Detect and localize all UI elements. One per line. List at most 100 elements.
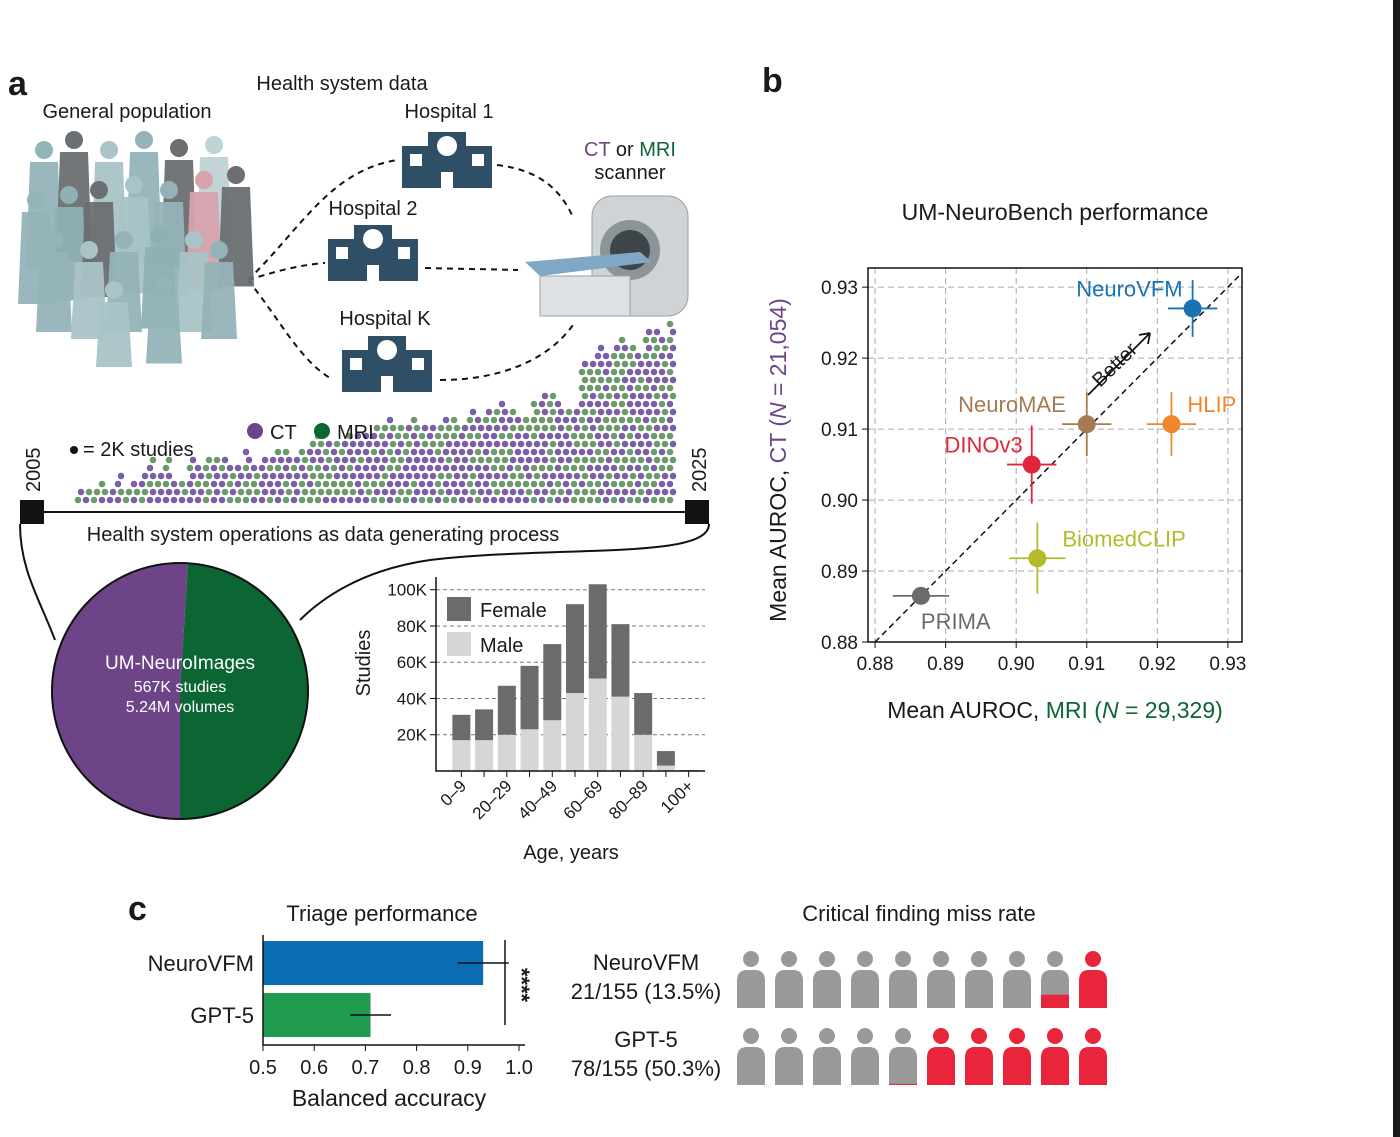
study-dot: [181, 488, 189, 496]
study-dot: [581, 392, 589, 400]
study-dot: [410, 496, 418, 504]
study-dot: [637, 360, 645, 368]
point-label: BiomedCLIP: [1062, 526, 1186, 551]
y-axis-label: Mean AUROC, CT (N = 21,054): [765, 298, 791, 622]
study-dot: [522, 464, 530, 472]
study-dot: [234, 464, 242, 472]
study-dot: [629, 488, 637, 496]
study-dot: [637, 376, 645, 384]
study-dot: [242, 464, 250, 472]
study-dot: [613, 424, 621, 432]
study-dot: [653, 344, 661, 352]
study-dot: [261, 456, 269, 464]
study-dot: [277, 488, 285, 496]
study-dot: [613, 440, 621, 448]
study-dot: [149, 456, 157, 464]
study-dot: [602, 384, 610, 392]
study-dot: [661, 456, 669, 464]
study-dot: [538, 448, 546, 456]
annotation-arrow: [1087, 332, 1151, 396]
hospital-window: [410, 154, 422, 166]
study-dot: [362, 448, 370, 456]
pie-slice: [180, 563, 309, 819]
study-dot: [546, 448, 554, 456]
study-dot: [466, 416, 474, 424]
study-dot: [666, 320, 674, 328]
study-dot: [517, 472, 525, 480]
study-dot: [450, 416, 458, 424]
study-dot: [466, 464, 474, 472]
study-dot: [210, 496, 218, 504]
study-dot: [565, 456, 573, 464]
study-dot: [381, 424, 389, 432]
study-dot: [597, 360, 605, 368]
study-dot: [285, 488, 293, 496]
study-dot: [533, 408, 541, 416]
study-dot: [221, 488, 229, 496]
study-dot: [482, 448, 490, 456]
study-dot: [466, 448, 474, 456]
study-dot: [493, 424, 501, 432]
study-dot: [653, 440, 661, 448]
study-dot: [581, 424, 589, 432]
study-dot: [498, 416, 506, 424]
person-body: [71, 262, 107, 339]
icon-body-fill: [1079, 1047, 1107, 1085]
study-dot: [354, 432, 362, 440]
axis-label-part: Mean AUROC,: [887, 697, 1046, 723]
person-head: [170, 139, 188, 157]
study-dot: [362, 480, 370, 488]
study-dot: [130, 480, 138, 488]
study-dot: [506, 448, 514, 456]
scatter-title-box: UM-NeuroBench performance: [902, 199, 1209, 225]
icon-body: [965, 970, 993, 1008]
scanner-illustration: [525, 195, 689, 317]
study-dot: [594, 432, 602, 440]
study-dot: [477, 456, 485, 464]
study-dot: [258, 496, 266, 504]
study-dot: [605, 392, 613, 400]
study-dot: [661, 376, 669, 384]
study-dot: [589, 488, 597, 496]
study-dot: [594, 496, 602, 504]
study-dot: [525, 424, 533, 432]
x-tick-label: 60–69: [560, 776, 607, 823]
hospital-badge: [363, 229, 383, 249]
study-dot: [634, 448, 642, 456]
study-dot: [338, 480, 346, 488]
axes: [262, 935, 525, 1046]
study-dot: [213, 488, 221, 496]
study-dot: [154, 496, 162, 504]
study-dot: [269, 472, 277, 480]
study-dot: [637, 424, 645, 432]
study-dot: [645, 344, 653, 352]
study-dot: [346, 464, 354, 472]
study-dot: [253, 488, 261, 496]
study-dot: [189, 488, 197, 496]
study-dot: [581, 408, 589, 416]
study-dot: [589, 376, 597, 384]
study-dot: [389, 440, 397, 448]
y-tick-label: 0.90: [821, 491, 858, 512]
study-dot: [645, 440, 653, 448]
study-dot: [469, 488, 477, 496]
study-dot: [506, 464, 514, 472]
study-dot: [237, 488, 245, 496]
study-dot: [605, 424, 613, 432]
study-dot: [461, 488, 469, 496]
chart-title: Critical finding miss rate: [802, 901, 1036, 926]
study-dot: [405, 488, 413, 496]
study-dot: [162, 464, 170, 472]
study-dot: [594, 368, 602, 376]
study-dot: [626, 464, 634, 472]
study-dot: [218, 496, 226, 504]
study-dot: [445, 456, 453, 464]
study-dot: [581, 456, 589, 464]
study-dot: [602, 368, 610, 376]
study-dot: [354, 464, 362, 472]
study-dot: [629, 408, 637, 416]
study-dot: [373, 440, 381, 448]
study-dot: [322, 480, 330, 488]
study-dot: [458, 448, 466, 456]
study-dot: [650, 464, 658, 472]
